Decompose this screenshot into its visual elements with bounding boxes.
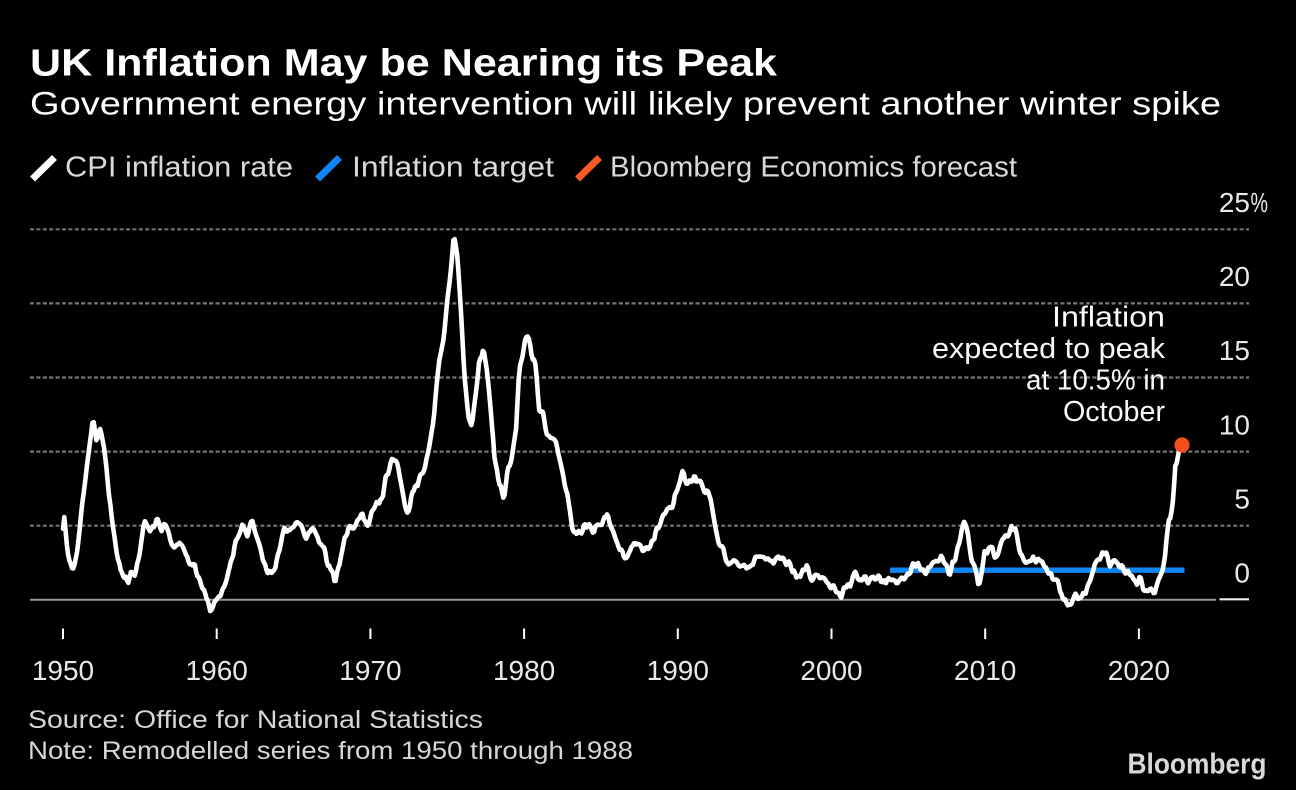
svg-text:Bloomberg: Bloomberg xyxy=(1128,749,1267,781)
svg-text:October: October xyxy=(1063,396,1165,428)
svg-text:1970: 1970 xyxy=(339,655,401,686)
svg-text:1980: 1980 xyxy=(493,655,555,686)
svg-text:2000: 2000 xyxy=(800,655,862,686)
svg-text:5: 5 xyxy=(1234,483,1250,514)
svg-text:Inflation: Inflation xyxy=(1052,302,1165,334)
svg-text:1990: 1990 xyxy=(647,655,709,686)
svg-text:Bloomberg Economics forecast: Bloomberg Economics forecast xyxy=(610,152,1017,184)
svg-text:2010: 2010 xyxy=(954,655,1016,686)
svg-text:Inflation target: Inflation target xyxy=(352,152,554,184)
svg-text:15: 15 xyxy=(1219,335,1250,366)
svg-text:CPI inflation rate: CPI inflation rate xyxy=(65,152,293,184)
svg-text:%: % xyxy=(1251,187,1269,218)
svg-text:expected to peak: expected to peak xyxy=(932,333,1166,365)
svg-text:25: 25 xyxy=(1219,187,1250,218)
svg-text:at 10.5% in: at 10.5% in xyxy=(1026,365,1165,397)
svg-text:0: 0 xyxy=(1234,558,1250,589)
svg-text:Government energy intervention: Government energy intervention will like… xyxy=(30,86,1221,122)
svg-text:1950: 1950 xyxy=(32,655,94,686)
svg-text:UK Inflation May be Nearing it: UK Inflation May be Nearing its Peak xyxy=(30,43,778,85)
svg-text:2020: 2020 xyxy=(1108,655,1170,686)
svg-text:20: 20 xyxy=(1219,261,1250,292)
svg-text:Source: Office for National St: Source: Office for National Statistics xyxy=(28,706,483,734)
svg-text:10: 10 xyxy=(1219,409,1250,440)
svg-text:Note: Remodelled series from 1: Note: Remodelled series from 1950 throug… xyxy=(28,737,633,765)
svg-text:1960: 1960 xyxy=(186,655,248,686)
